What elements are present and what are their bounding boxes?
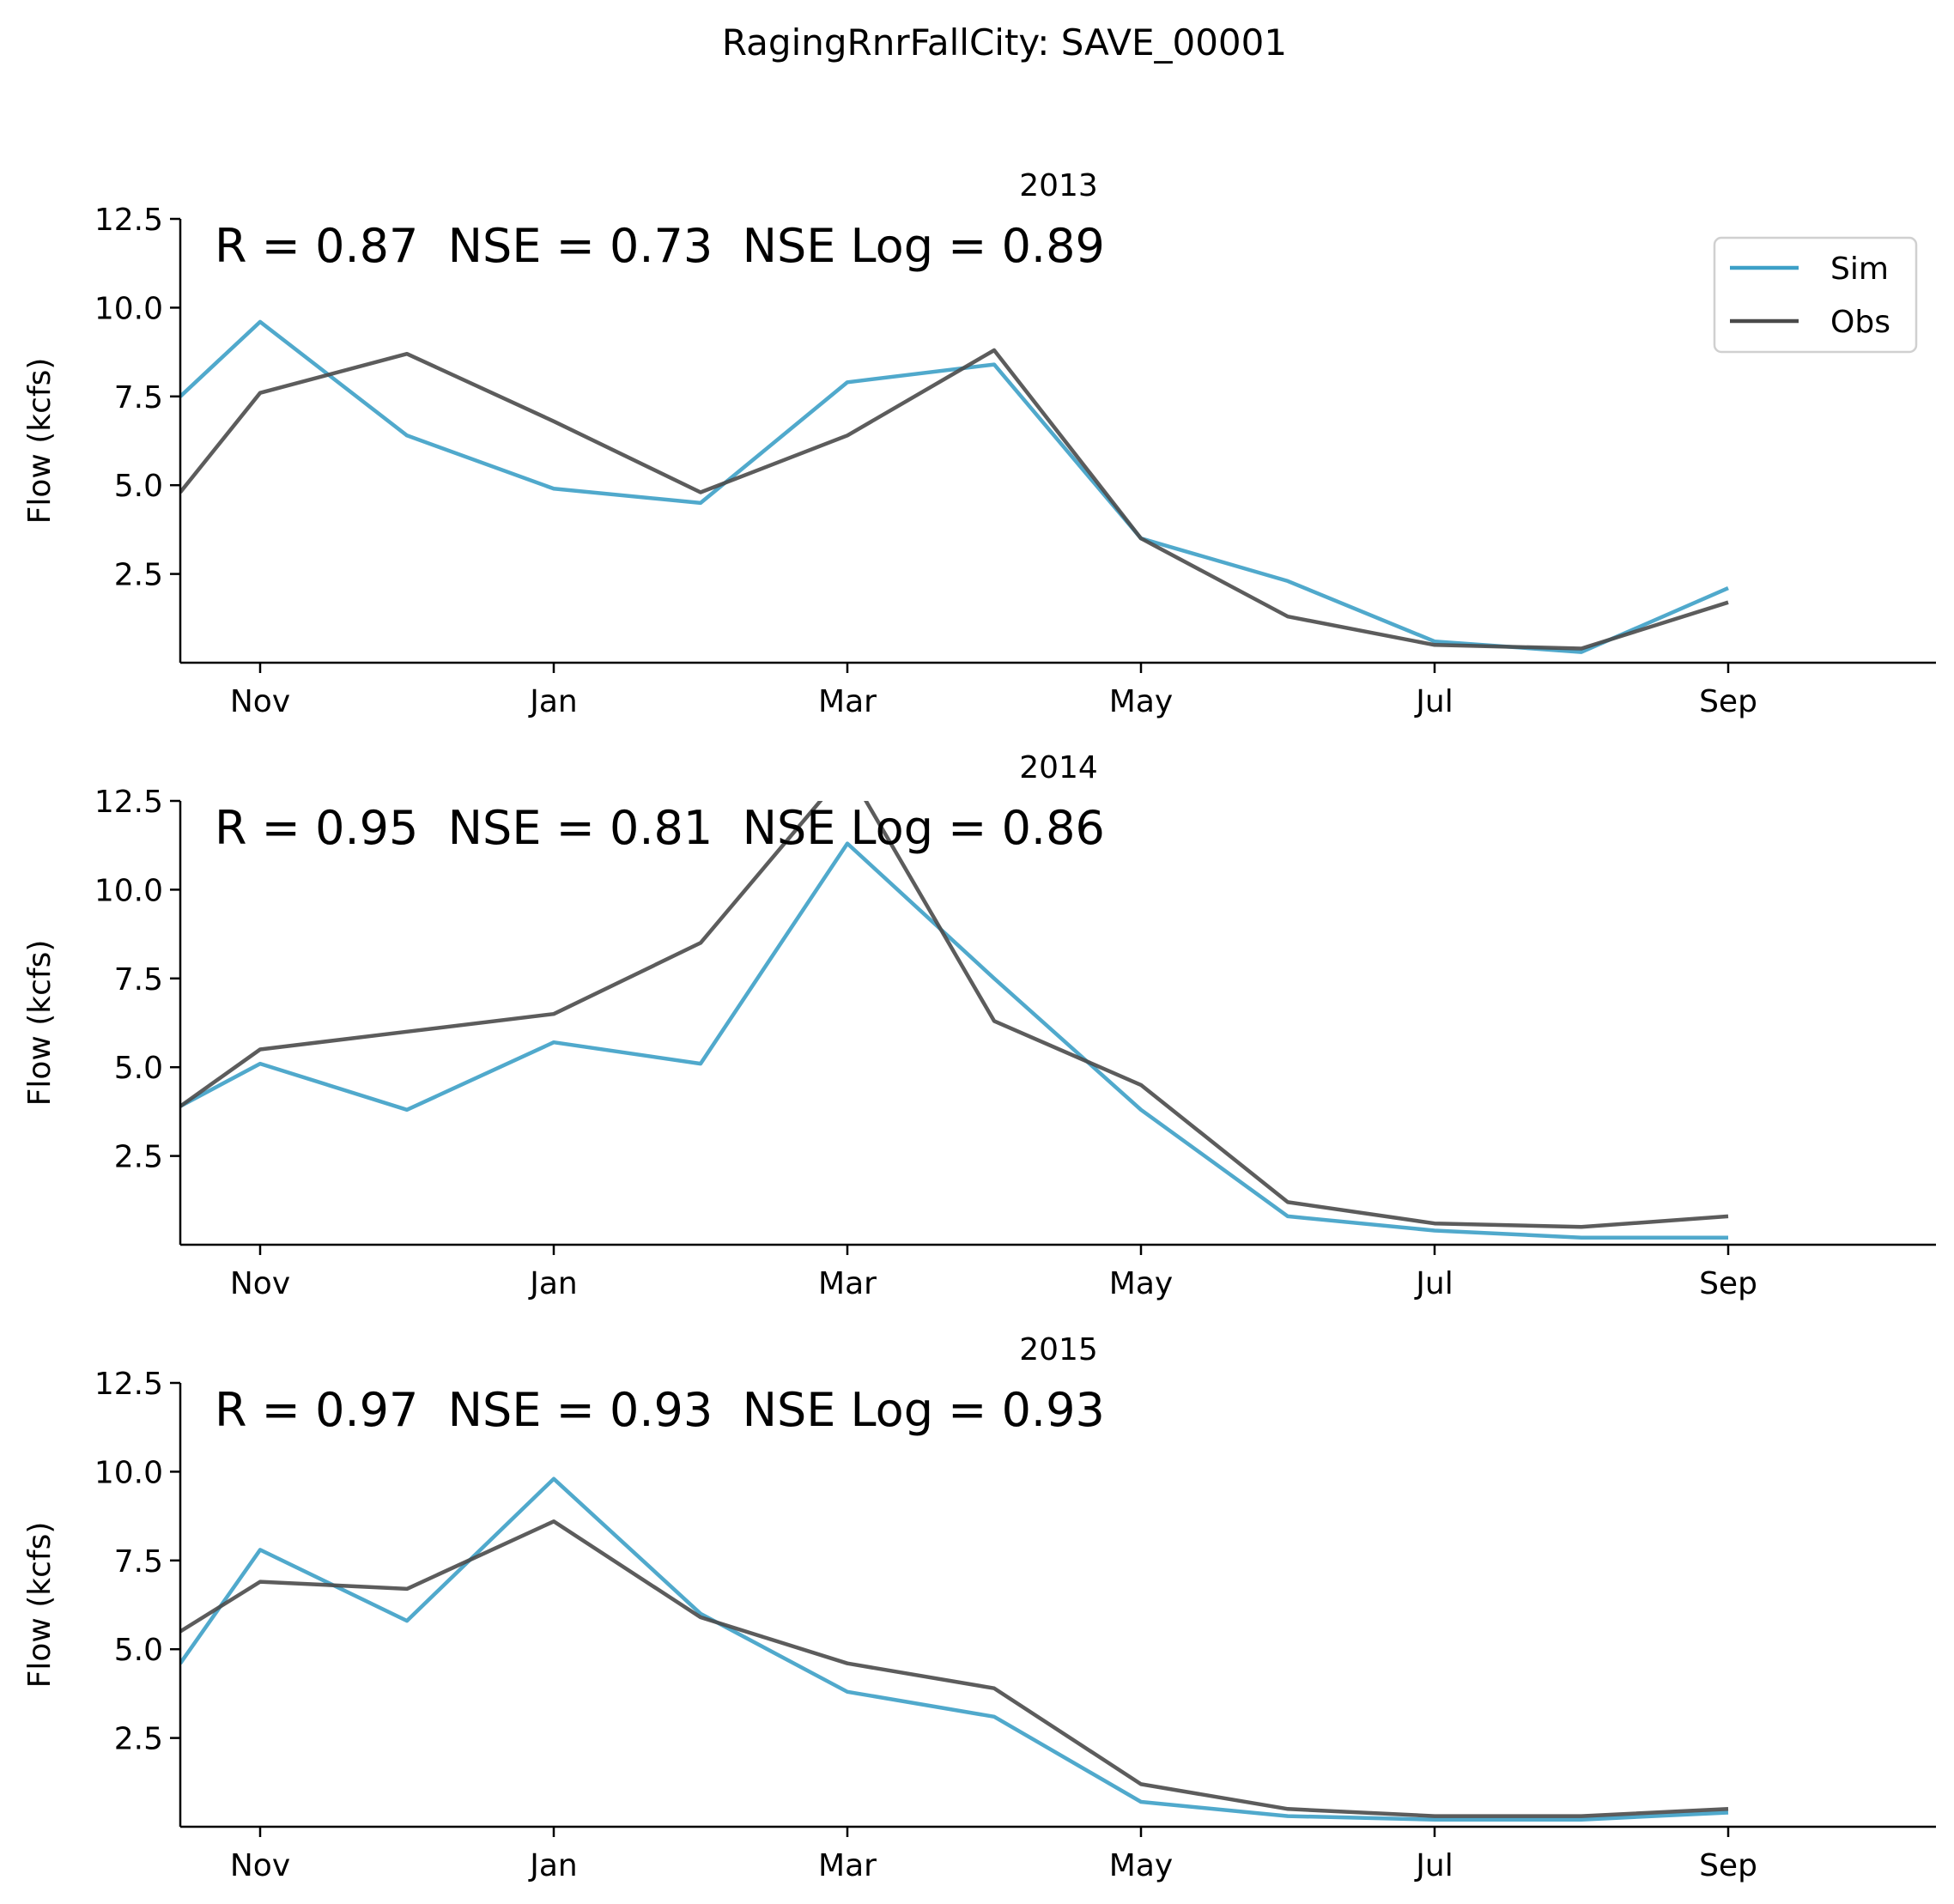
x-tick-label: Mar [818, 1848, 877, 1883]
series-line-sim [180, 319, 1729, 654]
x-tick-label: Nov [230, 1848, 290, 1883]
y-tick-label: 12.5 [94, 203, 163, 238]
x-tick-label: Sep [1699, 1266, 1757, 1301]
y-tick-label: 2.5 [114, 558, 163, 593]
x-tick-label: Mar [818, 1266, 877, 1301]
metrics-annotation: R = 0.97 NSE = 0.93 NSE Log = 0.93 [215, 1383, 1105, 1437]
legend-label-sim: Sim [1830, 252, 1889, 287]
x-tick-label: Nov [230, 1266, 290, 1301]
metrics-annotation: R = 0.95 NSE = 0.81 NSE Log = 0.86 [215, 801, 1105, 855]
panel-title: 2013 [1019, 168, 1098, 203]
x-tick-label: Nov [230, 684, 290, 719]
y-tick-label: 12.5 [94, 1367, 163, 1402]
figure-title: RagingRnrFallCity: SAVE_00001 [722, 21, 1287, 64]
y-tick-label: 7.5 [114, 380, 163, 415]
x-tick-label: Jan [528, 684, 578, 719]
chart-panel-2015: 2015 2.5 5.0 7.5 10.0 12.5 Nov Jan Mar May Jul Sep F… [22, 1332, 1936, 1883]
x-tick-label: Jan [528, 1266, 578, 1301]
panel-title: 2015 [1019, 1332, 1098, 1367]
y-tick-label: 5.0 [114, 1633, 163, 1668]
metrics-annotation: R = 0.87 NSE = 0.73 NSE Log = 0.89 [215, 219, 1105, 273]
y-axis-label: Flow (kcfs) [22, 940, 58, 1107]
x-tick-label: May [1109, 1266, 1173, 1301]
y-tick-label: 10.0 [94, 873, 163, 908]
y-tick-label: 5.0 [114, 1051, 163, 1086]
x-tick-label: Sep [1699, 684, 1757, 719]
y-tick-label: 7.5 [114, 1544, 163, 1580]
x-tick-label: Jul [1414, 1848, 1453, 1883]
x-tick-label: Jul [1414, 1266, 1453, 1301]
series-line-obs [180, 1519, 1729, 1818]
x-tick-label: May [1109, 684, 1173, 719]
y-tick-label: 12.5 [94, 785, 163, 820]
y-tick-label: 2.5 [114, 1140, 163, 1175]
series-line-sim [180, 841, 1728, 1240]
x-tick-label: Mar [818, 684, 877, 719]
y-axis-label: Flow (kcfs) [22, 1522, 58, 1689]
series-line-obs [180, 348, 1729, 651]
panel-title: 2014 [1019, 750, 1098, 785]
x-tick-label: May [1109, 1848, 1173, 1883]
y-axis-label: Flow (kcfs) [22, 358, 58, 525]
series-line-sim [180, 1477, 1729, 1822]
y-tick-label: 5.0 [114, 469, 163, 504]
y-tick-label: 7.5 [114, 962, 163, 997]
legend: Sim Obs [1713, 236, 1918, 354]
chart-panel-2014: 2014 2.5 5.0 7.5 10.0 12.5 Nov Jan Mar May Jul Sep F… [22, 750, 1936, 1301]
legend-label-obs: Obs [1830, 305, 1890, 340]
series-line-obs [180, 801, 1729, 1229]
chart-panel-2013: 2013 2.5 5.0 7.5 10.0 12.5 Nov Jan Mar May Jul Sep F… [22, 168, 1936, 719]
x-tick-label: Jan [528, 1848, 578, 1883]
y-tick-label: 10.0 [94, 291, 163, 326]
x-tick-label: Sep [1699, 1848, 1757, 1883]
y-tick-label: 10.0 [94, 1455, 163, 1490]
x-tick-label: Jul [1414, 684, 1453, 719]
y-tick-label: 2.5 [114, 1722, 163, 1757]
